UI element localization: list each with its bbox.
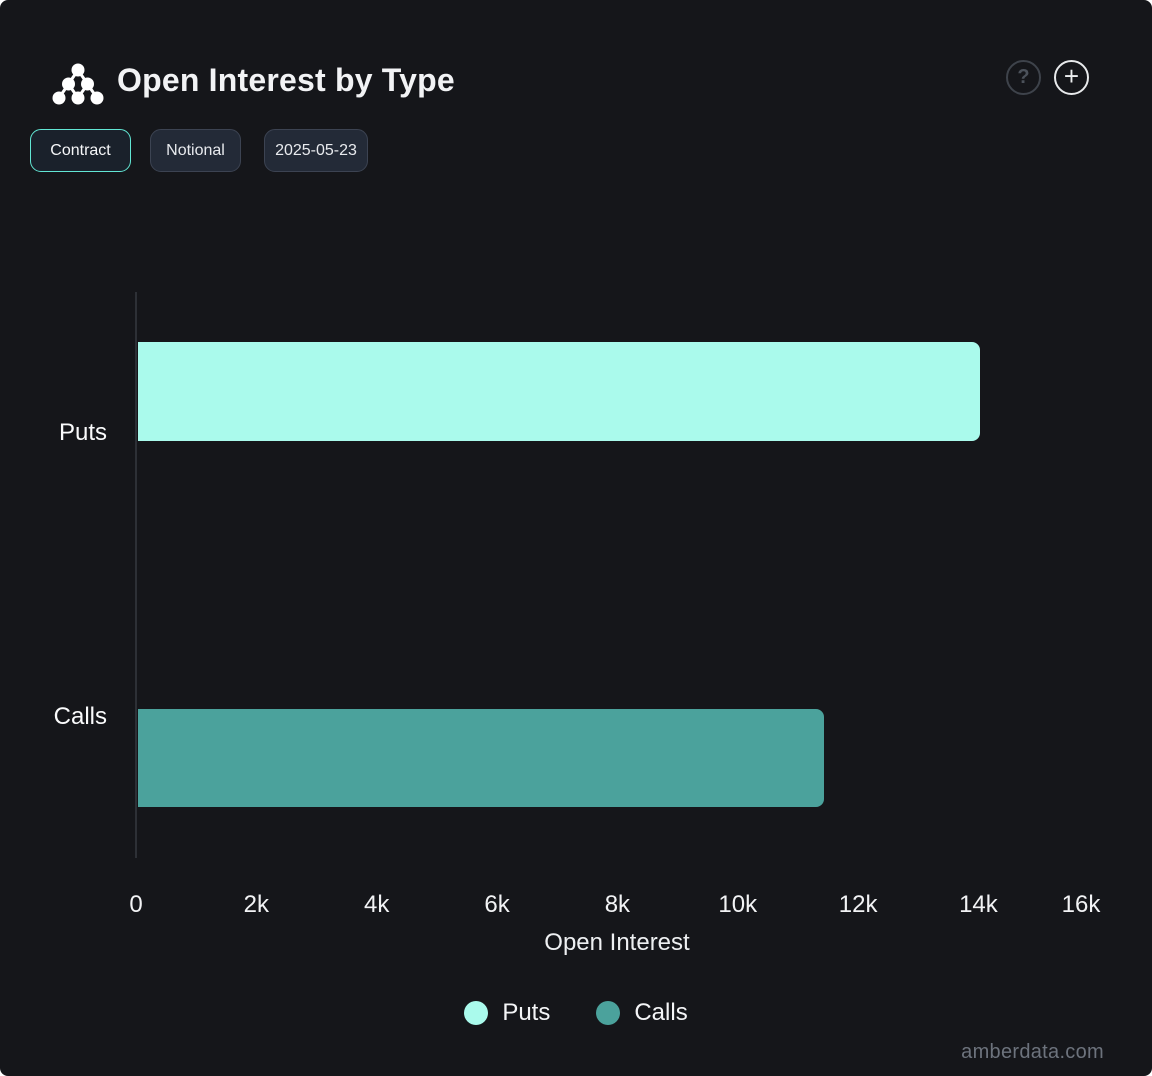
calls-bar[interactable] (138, 709, 824, 807)
x-tick-label: 14k (959, 891, 998, 918)
page-title: Open Interest by Type (117, 62, 455, 98)
x-axis-title: Open Interest (544, 929, 690, 956)
x-tick-label: 2k (243, 891, 270, 918)
add-button[interactable]: + (1054, 60, 1089, 95)
y-axis-label-puts: Puts (58, 419, 107, 446)
puts-bar[interactable] (138, 342, 980, 441)
y-axis-label-calls: Calls (53, 703, 107, 730)
x-tick-label: 6k (484, 891, 510, 918)
contract-toggle-button[interactable]: Contract (30, 129, 131, 172)
x-tick-label: 4k (364, 891, 390, 918)
plus-icon: + (1063, 60, 1080, 91)
chart-type-icon (52, 62, 104, 106)
chart-legend: Puts Calls (0, 999, 1152, 1027)
x-tick-label: 8k (604, 891, 631, 918)
x-tick-label: 16k (1061, 891, 1101, 918)
legend-item-calls[interactable]: Calls (596, 999, 688, 1027)
date-select-button[interactable]: 2025-05-23 (264, 129, 368, 172)
calls-legend-dot-icon (596, 1001, 621, 1025)
watermark: amberdata.com (961, 1041, 1104, 1063)
legend-item-puts[interactable]: Puts (464, 999, 550, 1027)
x-tick-label: 0 (129, 891, 143, 918)
question-mark-icon: ? (1017, 66, 1030, 88)
legend-label-puts: Puts (502, 999, 551, 1026)
puts-legend-dot-icon (464, 1001, 489, 1025)
help-button[interactable]: ? (1006, 60, 1041, 95)
y-axis-line (135, 292, 137, 858)
legend-label-calls: Calls (634, 999, 688, 1026)
notional-toggle-button[interactable]: Notional (150, 129, 241, 172)
x-tick-label: 12k (838, 891, 878, 918)
x-tick-label: 10k (718, 891, 758, 918)
